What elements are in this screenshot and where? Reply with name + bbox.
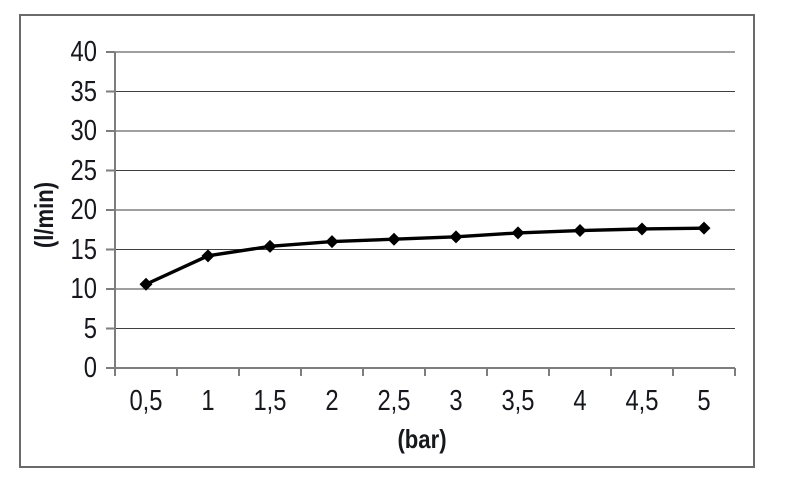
data-point-marker [573, 224, 587, 238]
x-tick-label: 3 [449, 385, 463, 417]
data-point-marker [263, 239, 277, 253]
y-tick-label: 0 [83, 352, 97, 384]
x-tick-label: 4,5 [625, 385, 659, 417]
data-point-marker [387, 232, 401, 246]
y-tick-label: 35 [70, 75, 97, 108]
data-point-marker [201, 249, 215, 263]
y-tick-label: 25 [70, 154, 97, 187]
y-tick-label: 15 [70, 233, 97, 266]
series-line [145, 226, 705, 286]
data-point-marker [697, 221, 711, 235]
x-tick-label: 2 [325, 385, 339, 417]
x-tick-label: 3,5 [501, 385, 535, 417]
x-tick-label: 1 [201, 385, 215, 417]
y-tick-label: 10 [70, 273, 97, 305]
data-point-marker [635, 222, 649, 236]
x-tick-label: 4 [573, 385, 587, 417]
y-axis-title: (l/min) [29, 181, 59, 249]
data-point-marker [511, 226, 525, 240]
x-tick-label: 5 [697, 385, 711, 417]
data-point-marker [139, 277, 153, 291]
y-tick-label: 30 [70, 115, 97, 147]
y-tick-label: 20 [70, 194, 97, 226]
data-point-marker [449, 230, 463, 244]
y-tick-label: 40 [70, 36, 97, 68]
data-point-marker [325, 235, 339, 249]
x-tick-label: 2,5 [377, 385, 411, 417]
x-axis-title: (bar) [397, 424, 447, 454]
y-tick-label: 5 [83, 312, 97, 345]
x-tick-label: 0,5 [129, 385, 163, 417]
x-tick-label: 1,5 [253, 385, 287, 417]
